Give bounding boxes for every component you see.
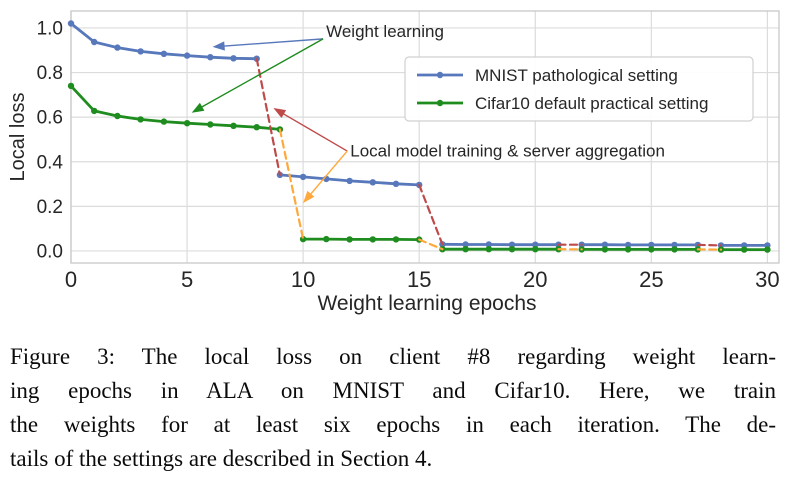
data-point-mnist xyxy=(485,241,492,248)
data-point-mnist xyxy=(91,38,98,46)
legend-marker-dot xyxy=(436,71,444,79)
x-tick-label: 5 xyxy=(181,267,193,292)
caption-line-4: tails of the settings are described in S… xyxy=(10,446,433,471)
data-point-cifar xyxy=(160,118,168,125)
data-point-cifar xyxy=(253,124,260,131)
y-tick-label: 0.2 xyxy=(37,197,63,218)
legend-label: MNIST pathological setting xyxy=(475,66,678,85)
data-point-cifar xyxy=(346,236,353,243)
data-point-cifar xyxy=(114,112,121,120)
annotation-arrowhead xyxy=(273,108,287,118)
x-axis-label: Weight learning epochs xyxy=(317,292,536,315)
data-point-cifar xyxy=(532,246,539,253)
data-point-cifar xyxy=(323,235,330,243)
x-tick-label: 30 xyxy=(755,267,779,292)
local-loss-chart: Weight learning Local model training & se… xyxy=(7,10,780,315)
loss-vs-epochs-plot: Weight learning Local model training & se… xyxy=(7,10,780,315)
figure-caption: Figure 3: The local loss on client #8 re… xyxy=(10,340,776,476)
x-tick-label: 15 xyxy=(407,267,431,292)
annotation-arrow-line xyxy=(200,38,324,109)
data-point-cifar xyxy=(230,122,237,129)
data-point-cifar xyxy=(67,82,75,90)
data-point-mnist xyxy=(207,54,214,61)
data-point-cifar xyxy=(671,246,678,253)
data-point-cifar xyxy=(183,120,191,127)
data-point-cifar xyxy=(91,107,98,115)
data-point-cifar xyxy=(601,246,609,253)
data-point-cifar xyxy=(207,121,214,128)
data-point-cifar xyxy=(369,236,376,243)
data-point-cifar xyxy=(485,246,492,253)
data-point-cifar xyxy=(648,246,655,253)
caption-line-1: Figure 3: The local loss on client #8 re… xyxy=(10,344,776,369)
data-point-mnist xyxy=(624,241,632,249)
data-point-mnist xyxy=(392,180,400,187)
data-point-cifar xyxy=(137,116,144,123)
data-point-mnist xyxy=(369,179,376,186)
data-point-mnist xyxy=(67,20,75,27)
y-tick-label: 1.0 xyxy=(37,18,63,39)
data-point-cifar xyxy=(392,236,400,243)
legend-marker-dot xyxy=(436,99,444,107)
y-tick-label: 0.0 xyxy=(37,241,63,262)
data-point-mnist xyxy=(648,241,655,249)
annotation-text: Weight learning xyxy=(326,22,444,41)
annotation-arrow-line xyxy=(281,112,348,152)
data-point-mnist xyxy=(137,48,144,55)
series-segment-agg_mnist xyxy=(696,243,723,247)
data-point-mnist xyxy=(230,55,237,62)
caption-line-2: ing epochs in ALA on MNIST and Cifar10. … xyxy=(10,378,776,403)
legend-box xyxy=(404,56,754,122)
data-point-mnist xyxy=(462,241,469,248)
data-point-cifar xyxy=(741,246,748,253)
y-tick-label: 0.8 xyxy=(37,63,63,84)
data-point-mnist xyxy=(532,241,539,248)
series-segment-cifar xyxy=(301,237,421,241)
x-tick-label: 10 xyxy=(291,267,315,292)
data-point-mnist xyxy=(601,241,609,248)
data-point-cifar xyxy=(764,246,771,253)
data-point-mnist xyxy=(160,50,168,57)
data-point-mnist xyxy=(346,177,353,185)
series-segment-cifar xyxy=(69,84,282,131)
data-point-mnist xyxy=(508,241,516,248)
series-segment-agg_cifar xyxy=(418,238,444,251)
data-point-cifar xyxy=(462,246,469,253)
y-tick-label: 0.6 xyxy=(37,108,63,129)
data-point-mnist xyxy=(183,52,191,59)
annotation-arrowhead xyxy=(212,41,225,51)
x-tick-label: 0 xyxy=(65,267,77,292)
data-point-cifar xyxy=(624,246,632,253)
data-point-mnist xyxy=(671,241,678,249)
data-point-mnist xyxy=(114,44,121,51)
annotation-arrow-line xyxy=(309,150,348,196)
caption-line-3: the weights for at least six epochs in e… xyxy=(10,412,776,437)
annotation-arrow-line xyxy=(222,38,324,47)
y-axis-label: Local loss xyxy=(7,93,29,182)
series-segment-agg_mnist xyxy=(255,57,281,176)
x-tick-label: 25 xyxy=(639,267,663,292)
annotation-text: Local model training & server aggregatio… xyxy=(350,142,665,161)
annotation-arrowhead xyxy=(191,102,205,113)
y-tick-label: 0.4 xyxy=(37,152,64,173)
series-segment-agg_cifar xyxy=(278,128,305,241)
data-point-cifar xyxy=(508,246,516,253)
data-point-mnist xyxy=(299,173,307,181)
data-point-cifar xyxy=(299,235,307,243)
legend-label: Cifar10 default practical setting xyxy=(475,94,708,113)
x-tick-label: 20 xyxy=(523,267,547,292)
series-segment-agg_mnist xyxy=(418,183,444,246)
plot-frame xyxy=(70,10,780,264)
annotation-arrowhead xyxy=(303,190,315,203)
